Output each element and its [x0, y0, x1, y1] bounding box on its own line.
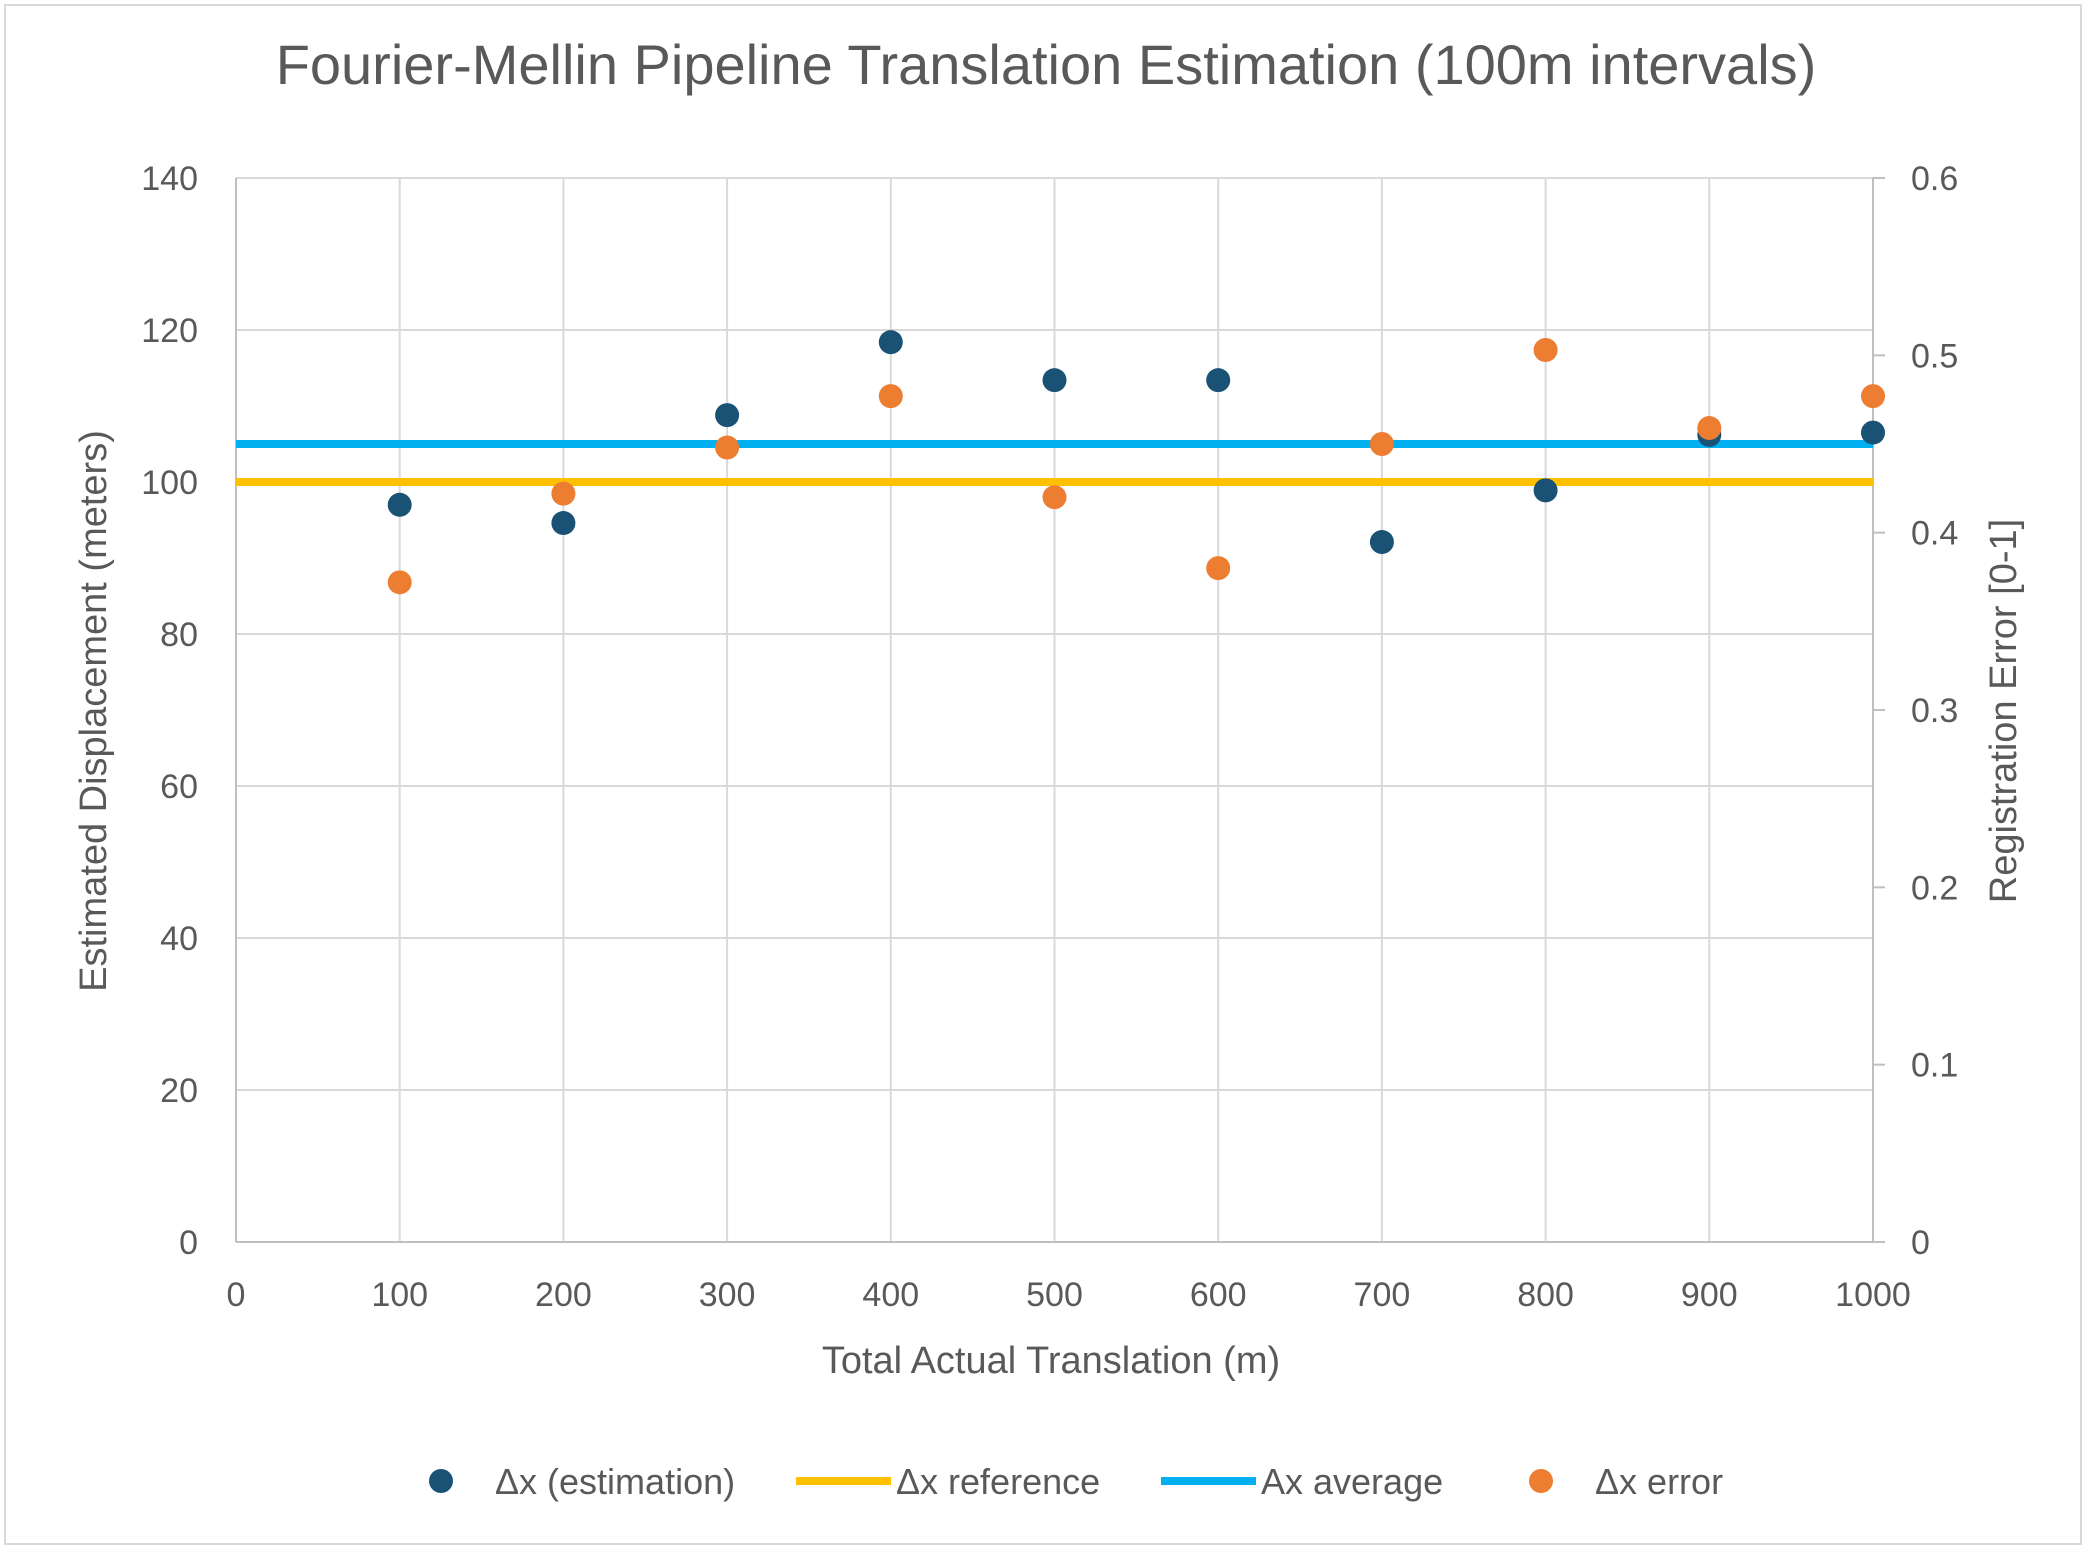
- y2-tick-label: 0.6: [1911, 160, 1958, 198]
- data-point: [1533, 338, 1558, 363]
- chart-svg: Fourier-Mellin Pipeline Translation Esti…: [73, 33, 2025, 1502]
- x-tick-label: 400: [862, 1276, 919, 1314]
- data-points: [387, 330, 1885, 595]
- legend-marker: [1529, 1469, 1553, 1493]
- legend-label: Δx (estimation): [495, 1461, 735, 1502]
- data-point: [1369, 432, 1394, 456]
- x-tick-label: 700: [1354, 1276, 1411, 1314]
- data-point: [715, 403, 740, 428]
- y2-tick-label: 0.2: [1911, 869, 1958, 907]
- grid-lines: [236, 177, 1873, 1242]
- y-tick-label: 100: [141, 464, 198, 502]
- legend-label: Δx reference: [896, 1461, 1100, 1502]
- reference-lines: [236, 440, 1873, 486]
- x-tick-label: 1000: [1835, 1276, 1911, 1314]
- x-axis-title: Total Actual Translation (m): [822, 1340, 1280, 1382]
- legend: Δx (estimation) Δx reference Ax average Δx …: [429, 1461, 1723, 1502]
- y-tick-label: 140: [141, 160, 198, 198]
- data-point: [715, 435, 740, 460]
- data-point: [551, 481, 576, 506]
- y2-tick-label: 0.1: [1911, 1047, 1958, 1085]
- data-point: [1042, 485, 1067, 510]
- chart-frame: Fourier-Mellin Pipeline Translation Esti…: [4, 4, 2082, 1545]
- data-point: [551, 511, 576, 536]
- x-tick-label: 800: [1517, 1276, 1574, 1314]
- data-point: [1206, 556, 1231, 581]
- x-tick-label: 300: [699, 1276, 756, 1314]
- data-point: [1369, 530, 1394, 555]
- y-tick-label: 20: [160, 1072, 198, 1110]
- chart-title: Fourier-Mellin Pipeline Translation Esti…: [276, 33, 1817, 96]
- y-tick-label: 40: [160, 920, 198, 958]
- y2-tick-label: 0.4: [1911, 515, 1958, 553]
- y2-axis-title: Registration Error [0-1]: [1983, 519, 2025, 903]
- y-axis-title: Estimated Displacement (meters): [73, 430, 115, 992]
- x-tick-label: 600: [1190, 1276, 1247, 1314]
- x-tick-label: 500: [1026, 1276, 1083, 1314]
- x-tick-label: 0: [227, 1276, 246, 1314]
- y2-tick-label: 0.3: [1911, 692, 1958, 730]
- y-tick-label: 120: [141, 312, 198, 350]
- x-tick-label: 200: [535, 1276, 592, 1314]
- data-point: [1861, 420, 1885, 445]
- y-tick-label: 60: [160, 768, 198, 806]
- data-point: [1206, 368, 1231, 393]
- legend-label: Ax average: [1261, 1461, 1443, 1502]
- y2-tick-label: 0: [1911, 1224, 1930, 1262]
- x-tick-label: 900: [1681, 1276, 1738, 1314]
- data-point: [1861, 384, 1885, 409]
- legend-marker: [429, 1469, 453, 1493]
- data-point: [387, 570, 412, 595]
- axes: [235, 177, 1885, 1243]
- data-point: [387, 492, 412, 517]
- data-point: [878, 384, 903, 409]
- data-point: [1533, 478, 1558, 503]
- legend-label: Δx error: [1595, 1461, 1723, 1502]
- data-point: [1042, 368, 1067, 393]
- y2-tick-label: 0.5: [1911, 337, 1958, 375]
- y-tick-label: 80: [160, 616, 198, 654]
- x-tick-label: 100: [371, 1276, 428, 1314]
- data-point: [1697, 416, 1722, 441]
- y-tick-label: 0: [179, 1224, 198, 1262]
- data-point: [878, 330, 903, 355]
